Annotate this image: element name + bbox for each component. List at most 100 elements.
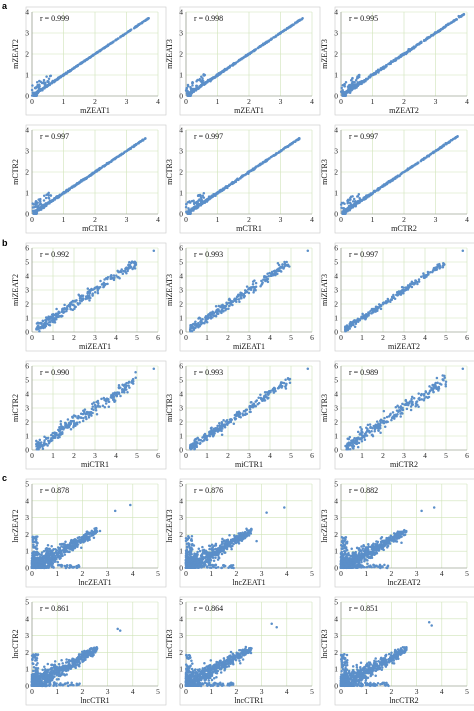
data-point: [436, 263, 439, 267]
data-point: [278, 269, 282, 272]
data-point: [451, 137, 455, 141]
y-tick-label: 1: [25, 71, 29, 80]
data-point: [229, 420, 233, 424]
y-tick-label: 2: [25, 168, 29, 177]
data-point: [388, 62, 391, 66]
data-point: [216, 312, 219, 315]
data-point: [368, 423, 372, 426]
data-point: [377, 429, 380, 433]
x-tick-label: 1: [51, 451, 55, 460]
data-point: [412, 46, 415, 49]
data-point: [200, 78, 204, 82]
data-point: [228, 64, 232, 68]
data-point: [107, 400, 111, 404]
data-point: [214, 314, 218, 318]
data-point: [360, 437, 363, 440]
x-tick-label: 0: [30, 97, 34, 106]
data-point: [364, 432, 367, 436]
data-point: [43, 321, 47, 325]
data-point: [418, 396, 421, 400]
data-point: [35, 90, 39, 94]
data-point: [417, 392, 420, 395]
data-point: [202, 73, 205, 76]
x-tick-label: 4: [156, 215, 160, 224]
data-point: [350, 84, 353, 87]
data-point: [37, 90, 40, 93]
data-point: [366, 423, 370, 427]
data-point: [42, 78, 46, 82]
data-point: [55, 307, 58, 311]
data-point: [386, 182, 389, 185]
x-tick-label: 0: [30, 569, 34, 578]
data-point: [441, 374, 444, 377]
data-point: [86, 292, 89, 295]
data-point: [395, 415, 398, 418]
data-point: [200, 75, 203, 78]
data-point: [274, 34, 278, 37]
data-point: [103, 46, 106, 49]
data-point: [256, 46, 260, 50]
data-point: [287, 144, 291, 147]
data-point: [290, 142, 293, 145]
data-point: [432, 387, 435, 390]
data-point: [68, 304, 71, 308]
data-point: [123, 388, 126, 392]
data-point: [32, 205, 36, 209]
data-point: [416, 161, 420, 165]
data-point: [88, 412, 92, 416]
data-point: [383, 416, 386, 420]
x-tick-label: 5: [289, 333, 293, 342]
x-axis-label: miZEAT1: [233, 342, 265, 351]
data-point: [369, 425, 372, 429]
data-point: [35, 80, 39, 84]
data-point: [289, 25, 292, 28]
data-point: [199, 323, 203, 326]
y-tick-label: 0: [334, 92, 338, 101]
y-tick-label: 4: [179, 126, 183, 135]
data-point: [461, 249, 465, 253]
data-point: [357, 199, 360, 203]
data-point: [225, 422, 229, 426]
data-point: [100, 397, 103, 401]
panel-frame: [334, 6, 474, 116]
data-point: [261, 43, 265, 46]
data-point: [248, 170, 251, 173]
data-point: [360, 439, 364, 443]
x-tick-label: 2: [381, 333, 385, 342]
x-tick-label: 4: [131, 569, 135, 578]
y-tick-label: 1: [179, 189, 183, 198]
data-point: [198, 77, 202, 81]
data-point: [281, 30, 284, 33]
data-point: [74, 305, 77, 309]
data-point: [187, 209, 191, 213]
data-point: [205, 80, 209, 83]
y-axis-label: mCTR2: [11, 159, 20, 185]
data-point: [345, 208, 348, 212]
data-point: [189, 85, 192, 89]
data-point: [112, 158, 115, 161]
x-tick-label: 2: [247, 215, 251, 224]
data-point: [364, 318, 367, 321]
data-point: [112, 393, 116, 396]
x-tick-label: 2: [247, 97, 251, 106]
data-point: [356, 76, 359, 80]
data-point: [414, 279, 417, 282]
data-point: [414, 405, 417, 408]
data-point: [391, 60, 394, 63]
data-point: [69, 307, 72, 311]
y-tick-label: 5: [179, 258, 183, 267]
y-axis-label: miZEAT3: [165, 274, 174, 306]
data-point: [306, 367, 310, 371]
data-point: [285, 260, 288, 264]
data-point: [77, 293, 80, 297]
data-point: [121, 383, 124, 387]
x-tick-label: 5: [444, 451, 448, 460]
data-point: [128, 29, 132, 32]
data-point: [195, 205, 198, 208]
data-point: [269, 389, 272, 393]
data-point: [222, 418, 225, 422]
data-point: [194, 438, 197, 441]
